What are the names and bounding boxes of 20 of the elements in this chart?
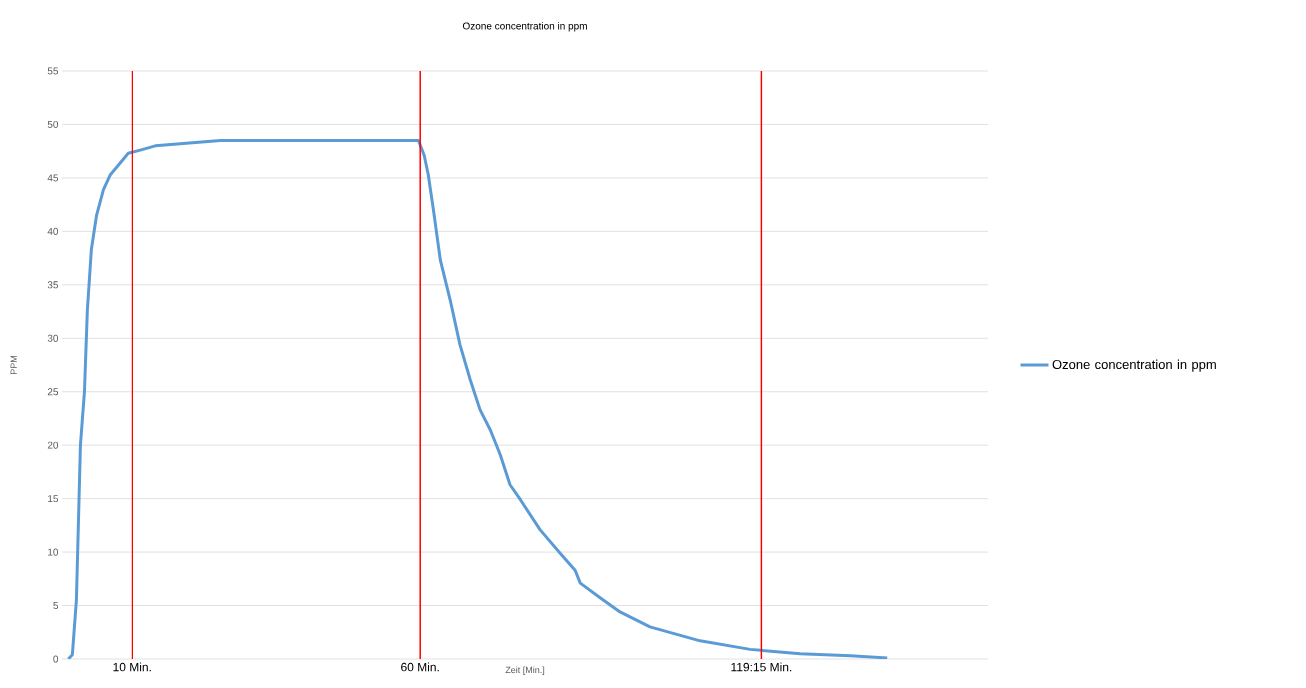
y-axis-title: PPM bbox=[10, 355, 17, 375]
x-tick-label: 119:15 Min. bbox=[731, 662, 792, 672]
y-tick-label: 55 bbox=[47, 67, 59, 75]
y-tick-label: 40 bbox=[47, 227, 59, 235]
chart-title: Ozone concentration in ppm bbox=[462, 22, 587, 32]
legend-label: Ozone concentration in ppm bbox=[1052, 359, 1216, 372]
x-tick-label: 10 Min. bbox=[113, 662, 151, 672]
y-tick-label: 50 bbox=[47, 120, 59, 128]
y-tick-label: 30 bbox=[47, 334, 59, 342]
y-tick-label: 35 bbox=[47, 281, 59, 289]
y-tick-label: 20 bbox=[47, 441, 59, 449]
x-axis-title: Zeit [Min.] bbox=[505, 666, 545, 675]
y-tick-label: 0 bbox=[53, 655, 59, 663]
line-series bbox=[66, 138, 889, 659]
x-tick-label: 60 Min. bbox=[401, 662, 439, 672]
y-tick-label: 25 bbox=[47, 388, 59, 396]
y-tick-label: 45 bbox=[47, 174, 59, 182]
y-tick-label: 10 bbox=[48, 548, 59, 556]
y-tick-label: 5 bbox=[53, 602, 59, 610]
y-tick-label: 15 bbox=[48, 495, 59, 503]
